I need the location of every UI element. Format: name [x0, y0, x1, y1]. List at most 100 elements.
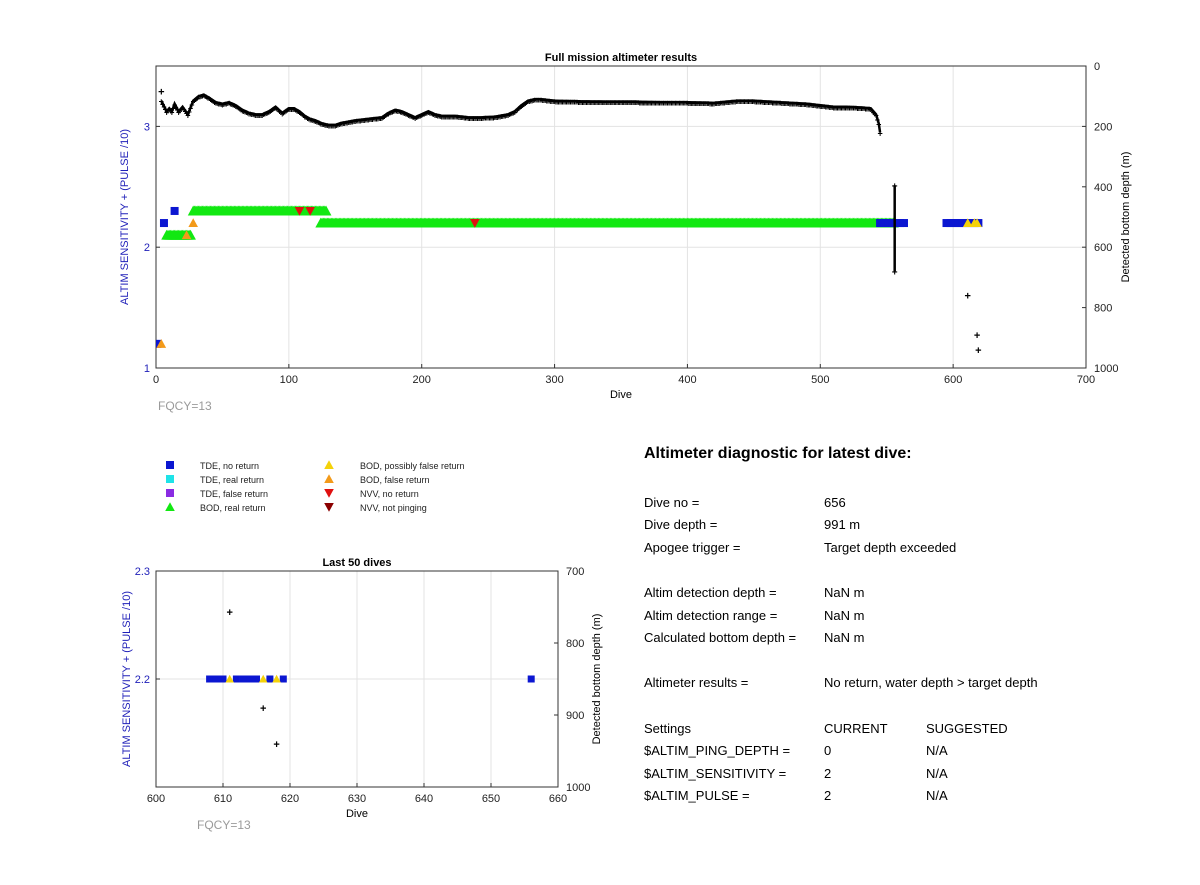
bottom-depth-marker: + [784, 99, 789, 109]
bottom-depth-marker: + [355, 116, 360, 126]
bottom-depth-marker: + [474, 113, 479, 123]
bottom-depth-marker: + [868, 104, 873, 114]
bottom-depth-marker: + [770, 98, 775, 108]
bottom-depth-marker: + [755, 97, 760, 107]
setting-current: 2 [824, 788, 832, 803]
bottom-depth-marker: + [527, 96, 532, 106]
x-axis-label: Dive [346, 808, 368, 820]
bottom-depth-marker: + [214, 99, 219, 109]
bottom-depth-marker: + [679, 98, 684, 108]
bottom-depth-marker: + [664, 98, 669, 108]
bottom-depth-marker: + [875, 115, 880, 125]
bottom-depth-marker: + [466, 113, 471, 123]
bottom-depth-marker: + [496, 112, 501, 122]
bottom-depth-marker: + [188, 104, 193, 114]
legend-marker-tde-false-return [166, 489, 174, 497]
bottom-depth-marker: + [412, 113, 417, 123]
tde-no-return-marker [206, 675, 214, 683]
bottom-depth-marker: + [528, 96, 533, 106]
bottom-depth-marker: + [387, 108, 392, 118]
bottom-depth-marker: + [463, 113, 468, 123]
bottom-depth-marker: + [575, 97, 580, 107]
bottom-depth-marker: + [329, 121, 334, 131]
bottom-depth-marker: + [848, 103, 853, 113]
bottom-depth-marker: + [808, 100, 813, 110]
bottom-depth-marker: + [539, 95, 544, 105]
bottom-depth-marker: + [284, 106, 289, 116]
tde-no-return-marker [527, 675, 535, 683]
x-tick-label: 600 [944, 374, 962, 386]
bottom-depth-marker: + [588, 97, 593, 107]
bottom-depth-marker: + [270, 105, 275, 115]
bottom-depth-marker: + [568, 97, 573, 107]
bottom-depth-marker: + [331, 121, 336, 131]
bottom-depth-marker: + [618, 98, 623, 108]
bottom-depth-marker: + [571, 97, 576, 107]
bottom-depth-marker: + [831, 103, 836, 113]
bottom-depth-marker: + [478, 113, 483, 123]
bottom-depth-marker: + [707, 99, 712, 109]
bottom-depth-marker: + [415, 112, 420, 122]
bottom-depth-marker: + [842, 103, 847, 113]
bottom-depth-marker: + [547, 96, 552, 106]
bottom-depth-marker: + [269, 105, 274, 115]
bottom-depth-marker: + [171, 104, 176, 114]
bottom-depth-marker: + [273, 103, 278, 113]
bottom-depth-marker: + [758, 97, 763, 107]
bottom-depth-marker: + [824, 102, 829, 112]
y-tick-label: 3 [144, 121, 150, 133]
bottom-depth-marker: + [832, 103, 837, 113]
bottom-depth-marker: + [264, 109, 269, 119]
bottom-depth-marker: + [839, 103, 844, 113]
bottom-depth-marker: + [199, 91, 204, 101]
bottom-depth-marker: + [650, 98, 655, 108]
bottom-depth-marker: + [873, 110, 878, 120]
diag-label: Altim detection depth = [644, 585, 777, 600]
bottom-depth-marker: + [722, 98, 727, 108]
bottom-depth-marker: + [678, 98, 683, 108]
bottom-depth-marker: + [775, 98, 780, 108]
bottom-depth-marker: + [681, 98, 686, 108]
bottom-depth-marker: + [470, 113, 475, 123]
bottom-depth-marker: + [423, 109, 428, 119]
bottom-depth-marker: + [221, 99, 226, 109]
bottom-depth-marker: + [782, 98, 787, 108]
bottom-depth-marker: + [804, 100, 809, 110]
last-50-dives-chart: 600 610 620 630 640 650 660 2.2 2.3 700 800 900 1000… [121, 557, 603, 832]
bottom-depth-marker: + [872, 109, 877, 119]
bottom-depth-marker: + [608, 98, 613, 108]
bottom-depth-marker: + [605, 98, 610, 108]
bottom-depth-marker: + [779, 98, 784, 108]
bottom-depth-marker: + [407, 111, 412, 121]
bottom-depth-marker: + [288, 104, 293, 114]
fqcy-annotation: FQCY=13 [197, 818, 251, 832]
bottom-depth-marker: + [517, 102, 522, 112]
bod-real-marker [320, 205, 332, 216]
bottom-depth-marker: + [383, 111, 388, 121]
bottom-depth-marker: + [975, 345, 981, 357]
bottom-depth-marker: + [537, 95, 542, 105]
legend-marker-nvv-no-return [324, 489, 334, 498]
tde-no-return-marker [156, 339, 162, 348]
bottom-depth-marker: + [648, 98, 653, 108]
y2-axis-label: Detected bottom depth (m) [1120, 152, 1132, 283]
bottom-depth-marker: + [616, 98, 621, 108]
nvv-no-return-marker [305, 206, 315, 216]
bottom-depth-marker: + [695, 98, 700, 108]
bottom-depth-marker: + [580, 97, 585, 107]
diag-label: Apogee trigger = [644, 540, 741, 555]
diag-value: NaN m [824, 608, 865, 623]
bottom-depth-marker: + [750, 97, 755, 107]
bottom-depth-marker: + [718, 98, 723, 108]
bottom-depth-marker: + [395, 106, 400, 116]
bottom-depth-marker: + [753, 97, 758, 107]
bottom-depth-marker: + [532, 95, 537, 105]
x-tick-label: 610 [214, 793, 232, 805]
bottom-depth-marker: + [598, 98, 603, 108]
y2-tick-label: 400 [1094, 182, 1112, 194]
bottom-depth-marker: + [715, 98, 720, 108]
bottom-depth-marker: + [300, 110, 305, 120]
bottom-depth-marker: + [318, 119, 323, 129]
bottom-depth-marker: + [233, 101, 238, 111]
bottom-depth-marker: + [572, 97, 577, 107]
